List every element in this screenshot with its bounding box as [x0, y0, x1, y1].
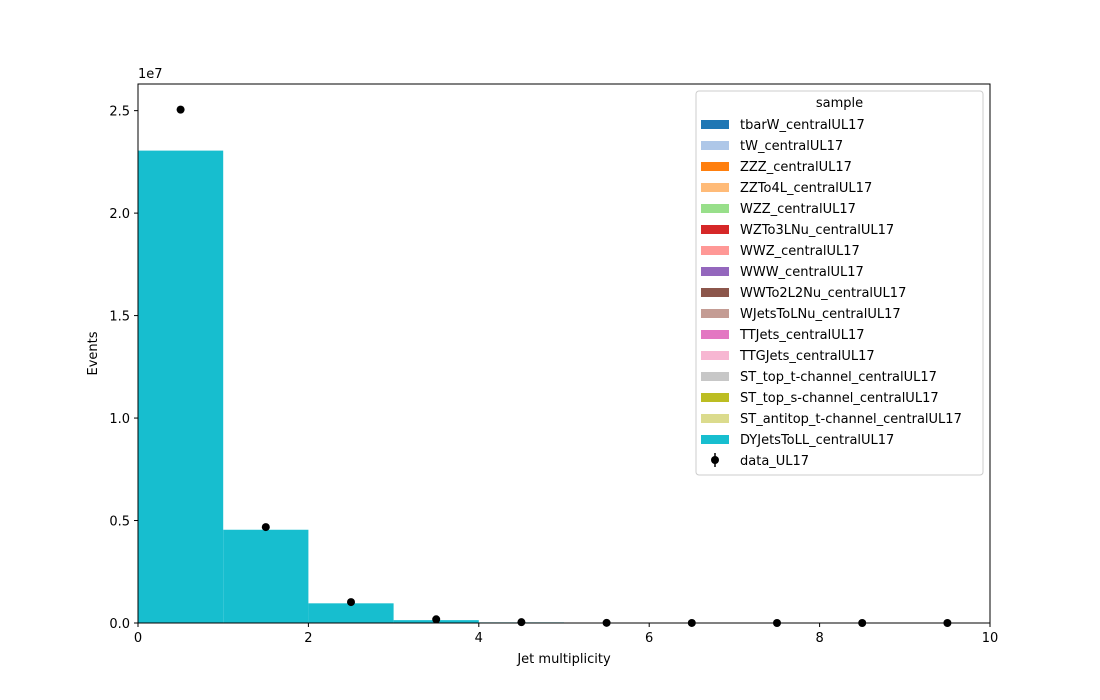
legend-entry: WZZ_centralUL17: [740, 202, 856, 217]
legend-entry: TTJets_centralUL17: [739, 328, 865, 343]
legend-title: sample: [816, 96, 863, 111]
legend-swatch: [701, 120, 729, 129]
histogram-bar: [223, 529, 309, 623]
legend-swatch: [701, 372, 729, 381]
legend-swatch: [701, 288, 729, 297]
legend-entry: ZZTo4L_centralUL17: [740, 181, 872, 196]
y-tick-label: 1.0: [109, 412, 130, 427]
legend-swatch: [701, 435, 729, 444]
y-tick-label: 0.0: [109, 617, 130, 632]
legend-entry: data_UL17: [740, 454, 809, 469]
data-point: [432, 615, 441, 624]
x-tick-label: 6: [645, 631, 653, 646]
y-tick-label: 2.5: [109, 105, 130, 120]
legend-swatch: [701, 183, 729, 192]
x-tick-label: 10: [982, 631, 999, 646]
legend-entry: ST_top_s-channel_centralUL17: [740, 391, 939, 406]
legend-entry: DYJetsToLL_centralUL17: [740, 433, 894, 448]
x-tick-label: 8: [815, 631, 823, 646]
plot-frame: [137, 83, 991, 624]
legend-swatch: [701, 267, 729, 276]
legend-swatch: [701, 393, 729, 402]
legend-entry: WJetsToLNu_centralUL17: [740, 307, 901, 322]
x-tick-label: 0: [134, 631, 142, 646]
legend-marker: [711, 456, 719, 464]
legend-swatch: [701, 204, 729, 213]
y-tick-label: 2.0: [109, 207, 130, 222]
legend-entry: WWZ_centralUL17: [740, 244, 860, 259]
legend-swatch: [701, 309, 729, 318]
legend-swatch: [701, 162, 729, 171]
y-offset-text: 1e7: [138, 67, 163, 82]
legend-swatch: [701, 414, 729, 423]
data-point: [261, 523, 270, 532]
data-point: [517, 618, 526, 627]
histogram-bar: [308, 603, 394, 623]
legend-swatch: [701, 141, 729, 150]
y-tick-label: 0.5: [109, 515, 130, 530]
legend-entry: tW_centralUL17: [740, 139, 843, 154]
data-point: [347, 598, 355, 607]
legend-entry: ST_antitop_t-channel_centralUL17: [740, 412, 962, 427]
data-point: [176, 105, 185, 114]
y-tick-label: 1.5: [109, 310, 130, 325]
legend-swatch: [701, 351, 729, 360]
legend-entry: tbarW_centralUL17: [740, 118, 865, 133]
x-axis-label: Jet multiplicity: [516, 652, 611, 667]
legend-entry: WZTo3LNu_centralUL17: [740, 223, 894, 238]
legend-entry: WWW_centralUL17: [740, 265, 864, 280]
legend-entry: ST_top_t-channel_centralUL17: [740, 370, 937, 385]
x-tick-label: 4: [475, 631, 483, 646]
legend-entry: WWTo2L2Nu_centralUL17: [740, 286, 906, 301]
histogram-bar: [138, 150, 224, 624]
legend-swatch: [701, 246, 729, 255]
x-tick-label: 2: [304, 631, 312, 646]
legend-swatch: [701, 330, 729, 339]
legend-box: [695, 90, 984, 476]
legend-entry: ZZZ_centralUL17: [740, 160, 852, 175]
legend-swatch: [701, 225, 729, 234]
y-axis-label: Events: [86, 331, 101, 375]
legend-entry: TTGJets_centralUL17: [739, 349, 875, 364]
